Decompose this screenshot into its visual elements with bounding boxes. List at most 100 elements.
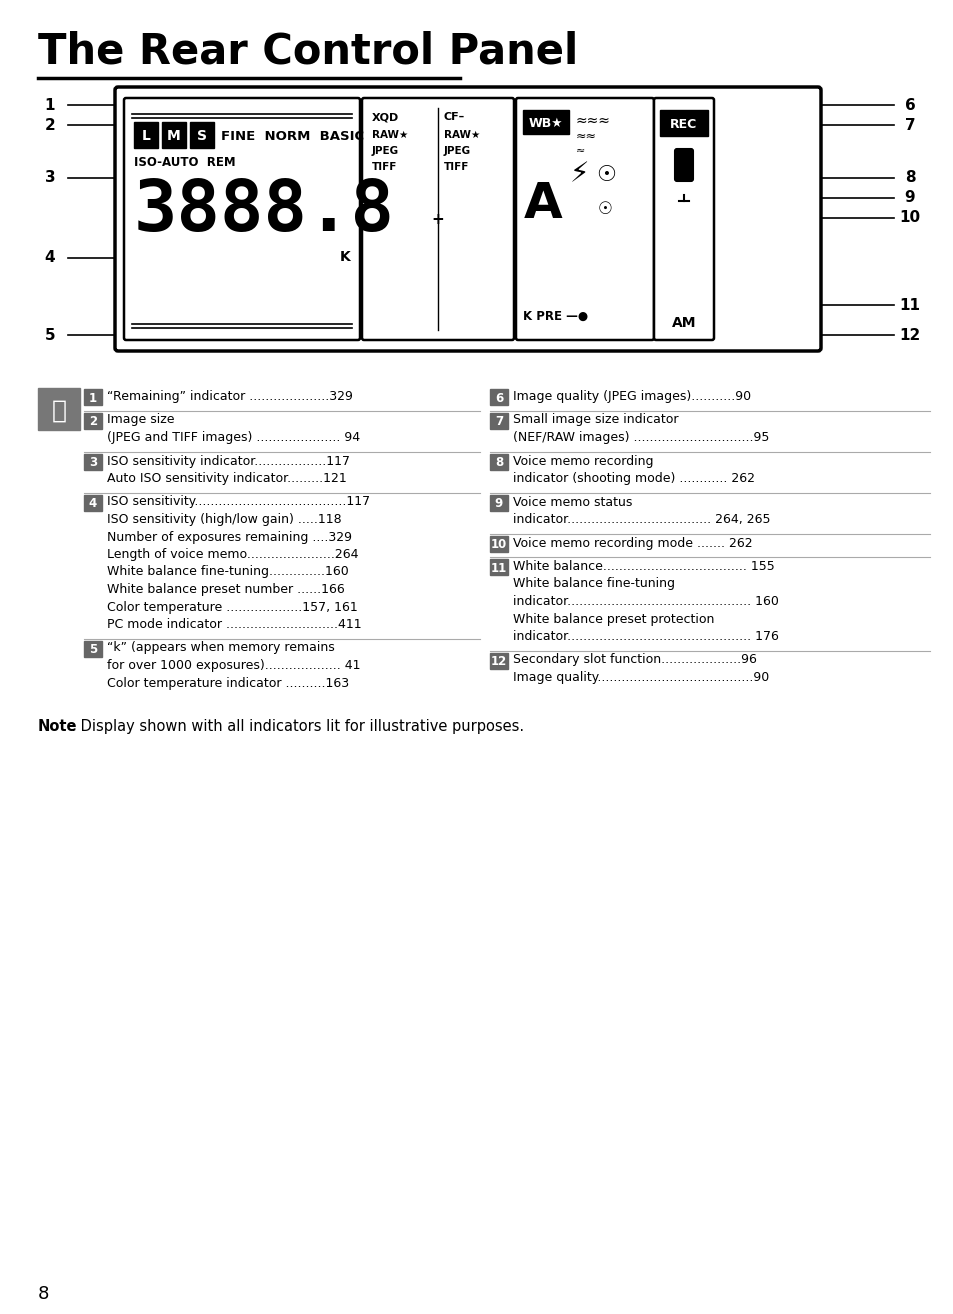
Text: ☉: ☉ [598,200,612,218]
Text: A: A [523,180,562,229]
Text: XQD: XQD [372,112,399,122]
Text: JPEG: JPEG [443,146,471,156]
Text: 9: 9 [903,191,914,205]
Bar [490,494,507,511]
Text: S: S [196,129,207,143]
Bar [84,389,102,405]
Text: Length of voice memo......................264: Length of voice memo....................… [107,548,358,561]
Text: JPEG: JPEG [372,146,398,156]
Text: FINE  NORM  BASIC: FINE NORM BASIC [221,130,364,142]
Text: 2: 2 [45,117,55,133]
Text: “k” (appears when memory remains: “k” (appears when memory remains [107,641,335,654]
Bar [490,389,507,405]
Text: Image size: Image size [107,414,174,427]
Text: ☉: ☉ [596,166,616,185]
Text: Image quality (JPEG images)...........90: Image quality (JPEG images)...........90 [513,390,750,403]
Text: ISO sensitivity indicator..................117: ISO sensitivity indicator...............… [107,455,350,468]
Text: 3: 3 [89,456,97,469]
Text: Color temperature indicator ..........163: Color temperature indicator ..........16… [107,677,349,690]
Text: 7: 7 [495,415,502,428]
Text: Secondary slot function....................96: Secondary slot function.................… [513,653,756,666]
Bar [490,536,507,552]
Text: Voice memo status: Voice memo status [513,495,632,509]
Text: ISO sensitivity (high/low gain) .....118: ISO sensitivity (high/low gain) .....118 [107,512,341,526]
Text: 5: 5 [45,327,55,343]
Text: ≈≈≈: ≈≈≈ [576,114,610,127]
Text: (NEF/RAW images) ..............................95: (NEF/RAW images) .......................… [513,431,768,444]
Text: 12: 12 [491,654,507,668]
Text: “Remaining” indicator ....................329: “Remaining” indicator ..................… [107,390,353,403]
Text: ⌕: ⌕ [51,399,67,423]
Text: K: K [339,250,351,264]
Text: 6: 6 [903,97,915,113]
Bar [490,558,507,576]
Text: indicator.............................................. 160: indicator...............................… [513,595,778,608]
Bar [84,494,102,511]
Text: TIFF: TIFF [443,162,469,172]
Text: K PRE —●: K PRE —● [522,310,587,323]
Text: : Display shown with all indicators lit for illustrative purposes.: : Display shown with all indicators lit … [71,719,523,735]
Text: ⚡: ⚡ [569,160,589,188]
Bar [38,388,80,430]
Text: Small image size indicator: Small image size indicator [513,414,678,427]
Text: Auto ISO sensitivity indicator.........121: Auto ISO sensitivity indicator.........1… [107,472,346,485]
Text: Number of exposures remaining ....329: Number of exposures remaining ....329 [107,531,352,544]
Text: Color temperature ...................157, 161: Color temperature ...................157… [107,600,357,614]
Text: 3888.8: 3888.8 [133,177,395,246]
Text: RAW★: RAW★ [443,130,479,141]
Bar [84,413,102,428]
Text: for over 1000 exposures)................... 41: for over 1000 exposures)................… [107,660,360,671]
Text: TIFF: TIFF [372,162,397,172]
Text: White balance preset protection: White balance preset protection [513,612,714,625]
Text: 4: 4 [89,497,97,510]
Text: 8: 8 [38,1285,50,1303]
Text: RAW★: RAW★ [372,130,408,141]
Text: 9: 9 [495,497,502,510]
Text: Voice memo recording mode ....... 262: Voice memo recording mode ....... 262 [513,536,752,549]
Text: ≈: ≈ [576,146,585,156]
Bar [162,122,186,148]
Bar [659,110,707,137]
Text: WB★: WB★ [528,117,562,130]
Text: 1: 1 [89,392,97,405]
Text: ISO-AUTO  REM: ISO-AUTO REM [133,156,235,170]
Text: 10: 10 [491,537,507,551]
Text: ISO sensitivity......................................117: ISO sensitivity.........................… [107,495,370,509]
Bar [131,172,351,261]
FancyBboxPatch shape [675,148,692,181]
Bar [490,453,507,469]
Text: 10: 10 [899,210,920,226]
Text: White balance.................................... 155: White balance...........................… [513,560,774,573]
Text: REC: REC [670,117,697,130]
Text: The Rear Control Panel: The Rear Control Panel [38,30,578,72]
Text: PC mode indicator ............................411: PC mode indicator ......................… [107,618,361,631]
Text: White balance fine-tuning..............160: White balance fine-tuning..............1… [107,565,349,578]
Bar [133,122,158,148]
Text: L: L [141,129,151,143]
FancyBboxPatch shape [124,99,359,340]
Text: indicator.............................................. 176: indicator...............................… [513,629,778,643]
Text: Image quality.......................................90: Image quality...........................… [513,671,768,685]
Text: White balance fine-tuning: White balance fine-tuning [513,577,675,590]
Text: ≈≈: ≈≈ [576,130,597,143]
Text: indicator.................................... 264, 265: indicator...............................… [513,512,770,526]
Text: Voice memo recording: Voice memo recording [513,455,653,468]
Bar [490,653,507,669]
Text: 8: 8 [903,171,914,185]
Text: 5: 5 [89,643,97,656]
Text: +: + [431,212,444,226]
Bar [490,413,507,428]
Text: 12: 12 [899,327,920,343]
Text: 3: 3 [45,171,55,185]
Text: 2: 2 [89,415,97,428]
Text: Note: Note [38,719,77,735]
FancyBboxPatch shape [115,87,821,351]
Text: indicator (shooting mode) ............ 262: indicator (shooting mode) ............ 2… [513,472,754,485]
FancyBboxPatch shape [516,99,654,340]
Text: AM: AM [671,315,696,330]
Text: CF–: CF– [443,112,465,122]
Text: 1: 1 [45,97,55,113]
Bar [84,453,102,469]
Bar [84,640,102,657]
Bar [190,122,213,148]
